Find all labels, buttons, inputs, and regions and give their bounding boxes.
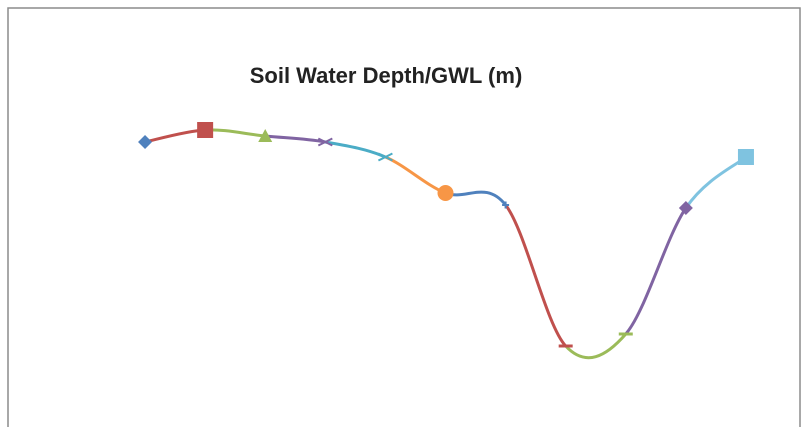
marker xyxy=(138,135,153,149)
marker xyxy=(502,201,510,209)
chart-title: Soil Water Depth/GWL (m) xyxy=(250,63,523,88)
marker xyxy=(258,129,273,142)
marker xyxy=(437,185,454,201)
line-segment xyxy=(564,332,628,360)
marker xyxy=(197,122,214,138)
marker xyxy=(377,152,393,162)
line-segment xyxy=(624,206,688,336)
line-segment xyxy=(504,203,568,348)
line-segment xyxy=(263,134,327,144)
marker xyxy=(317,137,333,147)
marker xyxy=(737,149,754,165)
marker xyxy=(678,201,693,215)
chart-frame xyxy=(7,7,801,427)
